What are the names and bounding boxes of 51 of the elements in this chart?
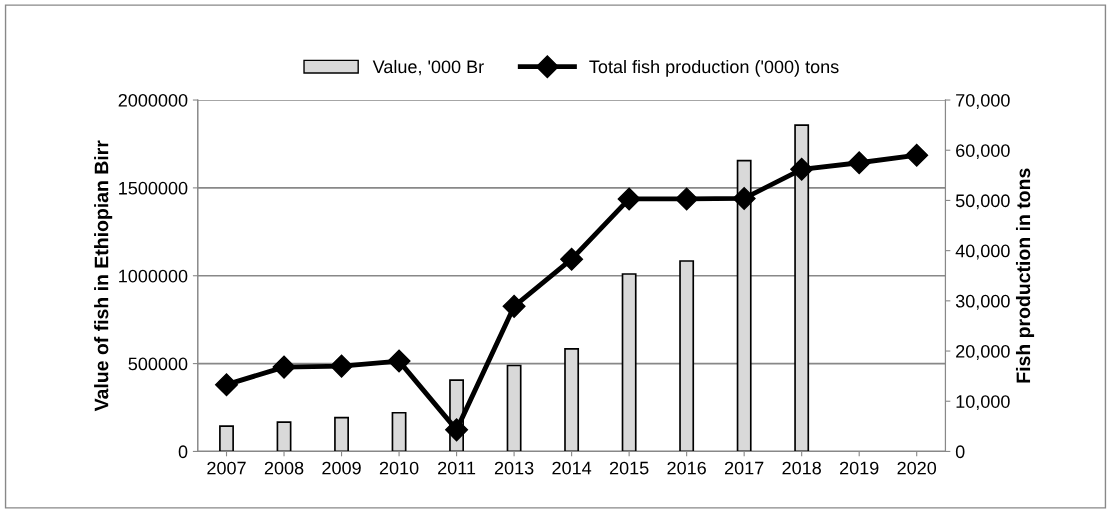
bar: [391, 411, 407, 452]
y2-tick-label: 50,000: [955, 194, 1010, 210]
legend-label: Total fish production ('000) tons: [589, 59, 839, 77]
y2-tick-label: 60,000: [956, 144, 1010, 160]
point: [560, 247, 584, 271]
y2-tick-label: 0: [955, 445, 965, 459]
y2-tick-label: 30,000: [955, 294, 1010, 310]
y-tick-label: 2000000: [118, 93, 188, 107]
x-tick-label: 2020: [897, 461, 937, 475]
bar: [621, 273, 637, 452]
y2-tick-label: 70,000: [956, 93, 1010, 109]
y2-tick-label: 40,000: [955, 244, 1010, 260]
x-tick-label: 2013: [494, 461, 534, 475]
point: [732, 186, 756, 210]
x-tick-label: 2014: [552, 461, 592, 475]
point: [445, 418, 469, 442]
point: [847, 151, 871, 175]
x-tick-label: 2019: [840, 461, 879, 475]
x-tick-label: 2018: [782, 461, 821, 475]
bar: [679, 260, 695, 452]
point: [617, 187, 641, 211]
point: [272, 355, 296, 379]
y-tick-label: 500000: [128, 357, 188, 371]
y2-axis-title: Fish production in tons: [1015, 168, 1035, 383]
legend-label: Value, '000 Br: [372, 59, 484, 76]
point: [215, 373, 239, 397]
point: [330, 354, 354, 378]
point: [502, 294, 526, 318]
y2-tick-label: 20,000: [956, 344, 1010, 360]
bar: [219, 425, 234, 452]
point: [675, 187, 699, 211]
x-tick-label: 2017: [724, 461, 764, 475]
point: [790, 157, 814, 181]
y-axis-title: Value of fish in Ethiopian Birr: [94, 140, 113, 412]
x-tick-label: 2016: [667, 461, 706, 475]
bar: [334, 416, 349, 452]
y-tick-label: 1500000: [119, 181, 188, 195]
bar: [564, 347, 580, 452]
x-tick-label: 2008: [264, 461, 304, 475]
x-tick-label: 2010: [379, 461, 419, 475]
point: [387, 349, 411, 373]
y-tick-label: 0: [178, 445, 188, 459]
y-tick-label: 1000000: [119, 269, 188, 283]
y2-tick-label: 10,000: [956, 395, 1010, 411]
x-tick-label: 2011: [438, 461, 476, 475]
point: [905, 143, 929, 167]
bar: [276, 421, 292, 452]
x-tick-label: 2009: [322, 461, 361, 475]
bar: [506, 364, 522, 452]
x-tick-label: 2007: [207, 461, 246, 475]
x-tick-label: 2015: [609, 461, 649, 475]
